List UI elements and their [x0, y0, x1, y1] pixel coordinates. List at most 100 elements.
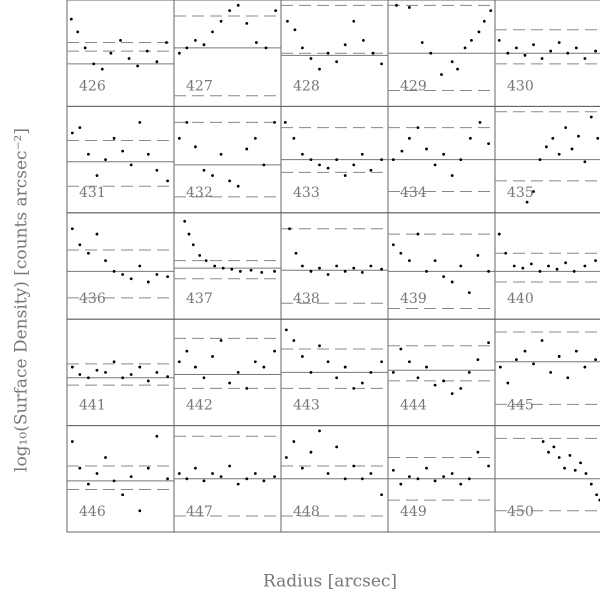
- data-point: [100, 67, 104, 71]
- data-point: [166, 477, 169, 481]
- data-point: [557, 152, 561, 156]
- data-point: [228, 9, 232, 13]
- data-point: [369, 264, 373, 268]
- data-point: [273, 349, 276, 353]
- data-point: [442, 379, 446, 383]
- data-point: [433, 259, 437, 263]
- data-point: [129, 163, 133, 167]
- data-point: [230, 267, 234, 271]
- data-point: [326, 273, 330, 276]
- data-point: [532, 362, 535, 366]
- data-point: [352, 386, 356, 390]
- data-point: [380, 62, 383, 66]
- data-point: [335, 158, 339, 162]
- data-point: [283, 120, 287, 124]
- data-point: [301, 152, 304, 156]
- data-point: [245, 147, 249, 151]
- data-point: [112, 136, 116, 140]
- data-point: [343, 477, 347, 481]
- data-point: [166, 179, 169, 183]
- data-point: [309, 158, 313, 162]
- data-point: [595, 493, 599, 497]
- data-point: [343, 269, 347, 273]
- data-point: [136, 64, 140, 68]
- data-point: [92, 62, 96, 66]
- data-point: [273, 475, 276, 479]
- data-point: [245, 22, 249, 25]
- data-point: [544, 145, 548, 149]
- data-point: [109, 51, 113, 55]
- data-point: [476, 358, 480, 362]
- data-point: [369, 371, 373, 374]
- data-point: [155, 60, 159, 64]
- data-point: [211, 30, 214, 34]
- data-point: [589, 115, 593, 119]
- panel-label: 447: [186, 504, 213, 520]
- data-point: [155, 168, 159, 172]
- data-point: [360, 381, 364, 385]
- data-point: [318, 163, 321, 167]
- data-point: [87, 251, 90, 255]
- panel-label: 433: [293, 185, 320, 201]
- data-point: [583, 160, 587, 164]
- data-point: [194, 365, 197, 369]
- data-point: [380, 158, 383, 162]
- data-point: [211, 174, 214, 177]
- data-point: [360, 477, 364, 481]
- data-point: [262, 479, 266, 483]
- data-point: [198, 253, 202, 257]
- data-point: [335, 60, 339, 64]
- panel-label: 434: [400, 185, 427, 201]
- data-point: [301, 264, 304, 268]
- data-point: [262, 365, 266, 369]
- data-point: [433, 479, 437, 483]
- data-point: [245, 477, 249, 481]
- panel-label: 443: [293, 398, 320, 414]
- data-point: [477, 30, 481, 34]
- data-point: [589, 482, 593, 486]
- data-point: [425, 269, 428, 273]
- data-point: [318, 344, 321, 348]
- data-point: [577, 134, 580, 138]
- data-point: [573, 468, 577, 472]
- panel-label: 431: [79, 185, 106, 201]
- panel-label: 441: [79, 398, 106, 414]
- data-point: [487, 142, 490, 146]
- data-point: [309, 450, 313, 454]
- data-point: [254, 41, 258, 44]
- data-point: [442, 475, 446, 479]
- data-point: [468, 136, 472, 140]
- data-point: [369, 168, 373, 172]
- data-point: [360, 152, 364, 156]
- data-point: [529, 262, 533, 266]
- data-point: [335, 376, 339, 380]
- data-point: [155, 273, 159, 276]
- data-point: [121, 376, 125, 380]
- data-point: [146, 152, 150, 156]
- data-point: [459, 482, 463, 486]
- data-point: [506, 381, 510, 385]
- data-point: [557, 355, 561, 358]
- data-point: [568, 453, 572, 457]
- data-point: [467, 291, 471, 294]
- data-point: [583, 264, 587, 268]
- data-point: [416, 232, 420, 236]
- data-point: [104, 259, 107, 263]
- data-point: [95, 232, 99, 236]
- data-point: [459, 386, 463, 390]
- panel-label: 432: [186, 185, 213, 201]
- data-point: [309, 269, 313, 273]
- panel-label: 449: [400, 504, 427, 520]
- panel-label: 444: [400, 398, 427, 414]
- data-point: [512, 264, 516, 268]
- panel-label: 426: [79, 78, 106, 94]
- panel-label: 429: [400, 78, 427, 94]
- data-point: [236, 482, 240, 486]
- data-point: [416, 477, 420, 481]
- data-point: [515, 358, 518, 362]
- data-point: [112, 479, 116, 483]
- data-point: [219, 152, 223, 156]
- data-point: [236, 3, 240, 7]
- data-point: [549, 371, 553, 374]
